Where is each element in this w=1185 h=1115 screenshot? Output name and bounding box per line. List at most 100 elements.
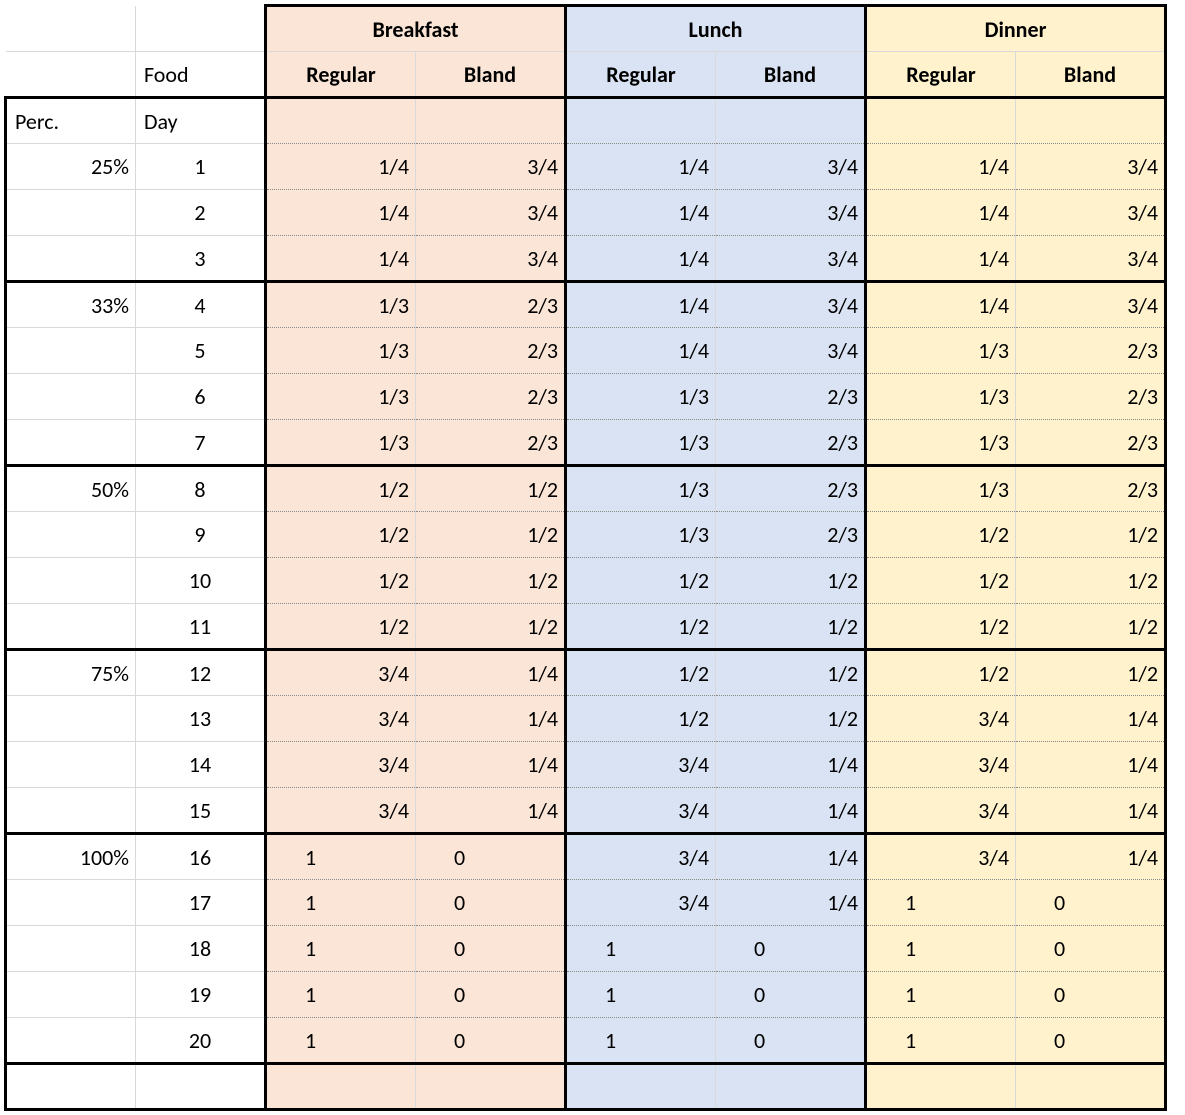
- cell-bland: 3/4: [716, 328, 866, 374]
- cell-regular: 1/4: [266, 190, 416, 236]
- cell-bland: 1/4: [416, 696, 566, 742]
- cell-bland: 2/3: [416, 420, 566, 466]
- sub-header-regular: Regular: [566, 52, 716, 98]
- cell-bland: 3/4: [1016, 190, 1166, 236]
- blank-cell: [866, 98, 1016, 144]
- cell-bland: 2/3: [416, 374, 566, 420]
- cell-regular: 1/4: [566, 236, 716, 282]
- day-value: 17: [136, 880, 266, 926]
- cell-bland: 0: [1016, 926, 1166, 972]
- cell-regular: 1: [566, 926, 716, 972]
- cell-bland: 2/3: [716, 420, 866, 466]
- cell-bland: 2/3: [1016, 420, 1166, 466]
- cell-bland: 1/4: [716, 834, 866, 880]
- cell-regular: 1/4: [866, 190, 1016, 236]
- blank-cell: [6, 696, 136, 742]
- cell-regular: 1/2: [266, 466, 416, 512]
- cell-regular: 1/2: [866, 512, 1016, 558]
- cell-regular: 1/4: [866, 282, 1016, 328]
- cell-bland: 1/4: [716, 788, 866, 834]
- cell-bland: 2/3: [416, 282, 566, 328]
- cell-bland: 2/3: [1016, 328, 1166, 374]
- cell-bland: 1/2: [716, 604, 866, 650]
- cell-regular: 3/4: [866, 788, 1016, 834]
- cell-bland: 3/4: [716, 190, 866, 236]
- cell-regular: 1: [866, 1018, 1016, 1064]
- cell-regular: 1/3: [266, 420, 416, 466]
- cell-regular: 1/4: [266, 144, 416, 190]
- blank-cell: [6, 1064, 136, 1110]
- day-value: 19: [136, 972, 266, 1018]
- day-header: Day: [136, 98, 266, 144]
- sub-header-regular: Regular: [266, 52, 416, 98]
- cell-regular: 1/4: [566, 328, 716, 374]
- blank-cell: [6, 512, 136, 558]
- day-value: 16: [136, 834, 266, 880]
- cell-regular: 1: [866, 880, 1016, 926]
- day-value: 6: [136, 374, 266, 420]
- cell-bland: 1/2: [416, 512, 566, 558]
- cell-regular: 3/4: [566, 788, 716, 834]
- cell-regular: 3/4: [266, 742, 416, 788]
- blank-cell: [136, 6, 266, 52]
- cell-regular: 1/3: [866, 420, 1016, 466]
- cell-regular: 1/3: [866, 374, 1016, 420]
- day-value: 2: [136, 190, 266, 236]
- cell-bland: 1/2: [416, 558, 566, 604]
- cell-regular: 1/2: [566, 558, 716, 604]
- blank-cell: [266, 1064, 416, 1110]
- blank-cell: [6, 52, 136, 98]
- cell-regular: 3/4: [266, 788, 416, 834]
- cell-regular: 1: [266, 972, 416, 1018]
- blank-cell: [6, 420, 136, 466]
- day-value: 15: [136, 788, 266, 834]
- cell-bland: 3/4: [1016, 282, 1166, 328]
- cell-bland: 3/4: [416, 190, 566, 236]
- cell-regular: 1/3: [566, 466, 716, 512]
- cell-regular: 1: [266, 880, 416, 926]
- cell-bland: 2/3: [716, 512, 866, 558]
- cell-regular: 1: [866, 926, 1016, 972]
- day-value: 5: [136, 328, 266, 374]
- cell-bland: 0: [416, 834, 566, 880]
- cell-bland: 1/2: [716, 558, 866, 604]
- day-value: 11: [136, 604, 266, 650]
- cell-regular: 3/4: [266, 696, 416, 742]
- sub-header-bland: Bland: [1016, 52, 1166, 98]
- cell-regular: 1/3: [266, 282, 416, 328]
- meal-schedule-table: BreakfastLunchDinnerFoodRegularBlandRegu…: [4, 4, 1167, 1111]
- cell-regular: 3/4: [566, 742, 716, 788]
- cell-regular: 1/4: [266, 236, 416, 282]
- cell-regular: 1/4: [566, 282, 716, 328]
- cell-regular: 1/3: [566, 512, 716, 558]
- blank-cell: [6, 788, 136, 834]
- blank-cell: [6, 236, 136, 282]
- cell-bland: 3/4: [716, 144, 866, 190]
- blank-cell: [6, 880, 136, 926]
- perc-value: 100%: [6, 834, 136, 880]
- cell-regular: 1: [566, 972, 716, 1018]
- cell-bland: 1/4: [416, 742, 566, 788]
- blank-cell: [6, 374, 136, 420]
- perc-value: 25%: [6, 144, 136, 190]
- food-header: Food: [136, 52, 266, 98]
- cell-bland: 2/3: [1016, 374, 1166, 420]
- meal-header: Dinner: [866, 6, 1166, 52]
- cell-bland: 1/4: [1016, 742, 1166, 788]
- cell-bland: 3/4: [1016, 236, 1166, 282]
- cell-bland: 0: [416, 972, 566, 1018]
- cell-bland: 1/2: [1016, 604, 1166, 650]
- perc-value: 75%: [6, 650, 136, 696]
- perc-value: 50%: [6, 466, 136, 512]
- sub-header-bland: Bland: [416, 52, 566, 98]
- cell-bland: 0: [416, 880, 566, 926]
- day-value: 9: [136, 512, 266, 558]
- day-value: 7: [136, 420, 266, 466]
- cell-bland: 2/3: [416, 328, 566, 374]
- perc-value: 33%: [6, 282, 136, 328]
- cell-regular: 3/4: [866, 834, 1016, 880]
- blank-cell: [1016, 98, 1166, 144]
- cell-bland: 1/2: [416, 466, 566, 512]
- cell-bland: 1/4: [416, 650, 566, 696]
- blank-cell: [6, 604, 136, 650]
